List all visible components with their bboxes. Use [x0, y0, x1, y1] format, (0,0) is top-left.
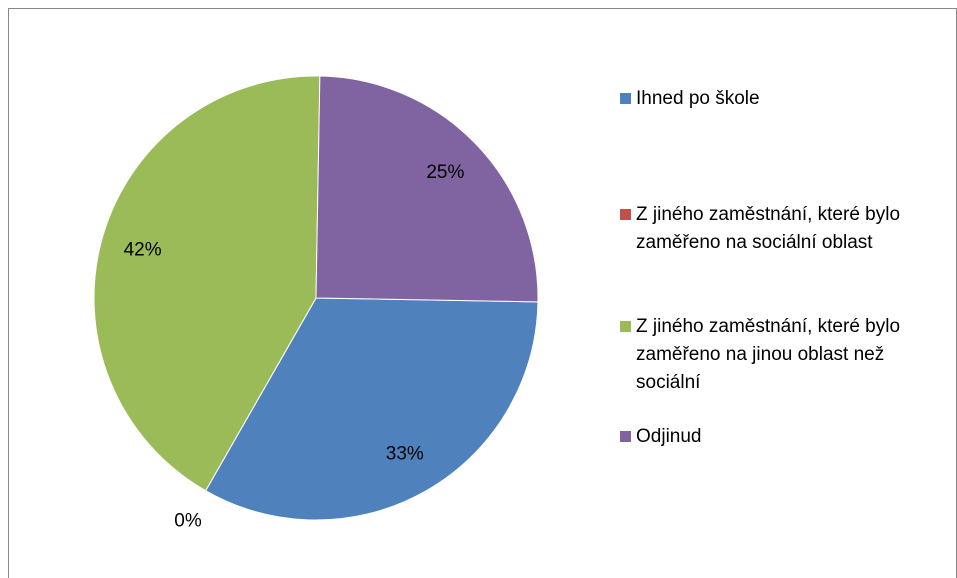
legend-label: Z jiného zaměstnání, které bylo zaměřeno…	[636, 204, 901, 253]
legend-swatch	[620, 93, 631, 104]
data-label: 33%	[386, 443, 424, 464]
legend-entry: Z jiného zaměstnání, které bylo zaměřeno…	[620, 201, 946, 257]
data-label: 0%	[174, 510, 202, 531]
legend-label: Ihned po škole	[636, 88, 760, 109]
legend-swatch	[620, 321, 631, 332]
legend-label: Odjinud	[636, 426, 702, 447]
data-label: 42%	[124, 239, 162, 260]
legend-swatch	[620, 431, 631, 442]
data-label: 25%	[426, 162, 464, 183]
legend-swatch	[620, 209, 631, 220]
pie-slice	[204, 297, 539, 521]
legend-entry: Odjinud	[620, 423, 946, 451]
legend-entry: Ihned po škole	[620, 85, 946, 113]
legend-label: Z jiného zaměstnání, které bylo zaměřeno…	[636, 316, 901, 393]
pie-slice	[93, 75, 321, 492]
pie-slice	[315, 75, 539, 303]
legend-entry: Z jiného zaměstnání, které bylo zaměřeno…	[620, 313, 946, 397]
